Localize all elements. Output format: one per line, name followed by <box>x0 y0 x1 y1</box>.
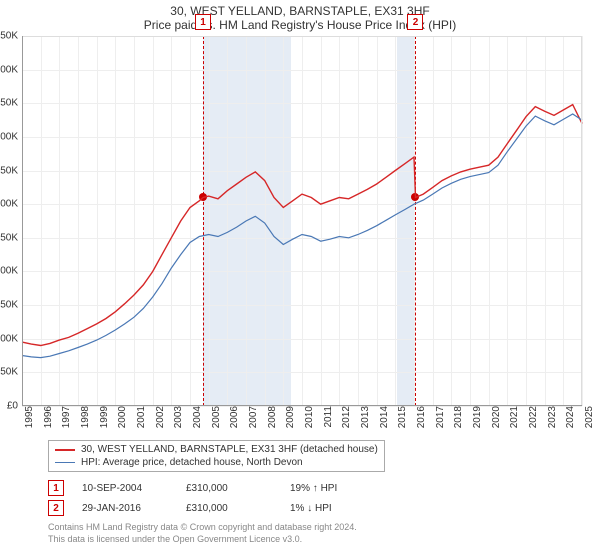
sale-marker-badge: 2 <box>48 500 64 516</box>
price-chart: £0£50K£100K£150K£200K£250K£300K£350K£400… <box>22 36 582 406</box>
legend-swatch <box>55 462 75 463</box>
x-axis-tick: 2020 <box>491 406 502 428</box>
x-axis-tick: 1997 <box>61 406 72 428</box>
y-axis-tick: £50K <box>0 367 18 378</box>
x-axis-tick: 2012 <box>341 406 352 428</box>
x-axis-tick: 2000 <box>117 406 128 428</box>
y-axis-tick: £150K <box>0 300 18 311</box>
series-line <box>22 114 582 358</box>
x-axis-tick: 1995 <box>24 406 35 428</box>
x-axis-tick: 2001 <box>136 406 147 428</box>
copyright-line: Contains HM Land Registry data © Crown c… <box>48 522 592 534</box>
x-axis-tick: 2013 <box>360 406 371 428</box>
legend: 30, WEST YELLAND, BARNSTAPLE, EX31 3HF (… <box>48 440 385 472</box>
legend-label: HPI: Average price, detached house, Nort… <box>81 457 303 468</box>
x-axis-tick: 1999 <box>99 406 110 428</box>
legend-label: 30, WEST YELLAND, BARNSTAPLE, EX31 3HF (… <box>81 444 378 455</box>
y-axis-tick: £200K <box>0 266 18 277</box>
sale-marker-flag: 1 <box>195 14 211 30</box>
x-axis-tick: 2023 <box>547 406 558 428</box>
y-axis-tick: £300K <box>0 199 18 210</box>
page-subtitle: Price paid vs. HM Land Registry's House … <box>8 18 592 32</box>
sale-price: £310,000 <box>186 503 272 514</box>
y-axis-tick: £400K <box>0 131 18 142</box>
legend-swatch <box>55 449 75 451</box>
sale-marker-badge: 1 <box>48 480 64 496</box>
x-axis-tick: 2008 <box>267 406 278 428</box>
y-axis-tick: £450K <box>0 98 18 109</box>
sale-date: 29-JAN-2016 <box>82 503 168 514</box>
copyright: Contains HM Land Registry data © Crown c… <box>48 522 592 545</box>
sale-marker-flag: 2 <box>407 14 423 30</box>
x-axis-tick: 2011 <box>323 406 334 428</box>
sale-price: £310,000 <box>186 483 272 494</box>
y-axis-tick: £100K <box>0 333 18 344</box>
x-axis-tick: 2019 <box>472 406 483 428</box>
sale-delta: 1% ↓ HPI <box>290 503 376 514</box>
sale-row: 2 29-JAN-2016 £310,000 1% ↓ HPI <box>48 500 592 516</box>
x-axis-tick: 1996 <box>43 406 54 428</box>
x-axis-tick: 2005 <box>211 406 222 428</box>
copyright-line: This data is licensed under the Open Gov… <box>48 534 592 546</box>
legend-item: HPI: Average price, detached house, Nort… <box>55 456 378 469</box>
x-axis-tick: 2022 <box>528 406 539 428</box>
y-axis-tick: £0 <box>7 401 18 412</box>
series-line <box>22 105 582 346</box>
y-axis-tick: £250K <box>0 232 18 243</box>
y-axis-tick: £350K <box>0 165 18 176</box>
x-axis-tick: 2007 <box>248 406 259 428</box>
x-axis-tick: 2010 <box>304 406 315 428</box>
x-axis-tick: 2009 <box>285 406 296 428</box>
x-axis-tick: 2024 <box>565 406 576 428</box>
x-axis-tick: 2014 <box>379 406 390 428</box>
x-axis-tick: 2002 <box>155 406 166 428</box>
x-axis-tick: 2018 <box>453 406 464 428</box>
sale-delta: 19% ↑ HPI <box>290 483 376 494</box>
x-axis-tick: 2017 <box>435 406 446 428</box>
x-axis-tick: 1998 <box>80 406 91 428</box>
y-axis-tick: £550K <box>0 31 18 42</box>
x-axis-tick: 2016 <box>416 406 427 428</box>
legend-item: 30, WEST YELLAND, BARNSTAPLE, EX31 3HF (… <box>55 443 378 456</box>
page-title: 30, WEST YELLAND, BARNSTAPLE, EX31 3HF <box>8 4 592 18</box>
sale-row: 1 10-SEP-2004 £310,000 19% ↑ HPI <box>48 480 592 496</box>
sale-date: 10-SEP-2004 <box>82 483 168 494</box>
x-axis-tick: 2021 <box>509 406 520 428</box>
x-axis-tick: 2004 <box>192 406 203 428</box>
x-axis-tick: 2003 <box>173 406 184 428</box>
x-axis-tick: 2015 <box>397 406 408 428</box>
y-axis-tick: £500K <box>0 64 18 75</box>
x-axis-tick: 2025 <box>584 406 595 428</box>
x-axis-tick: 2006 <box>229 406 240 428</box>
